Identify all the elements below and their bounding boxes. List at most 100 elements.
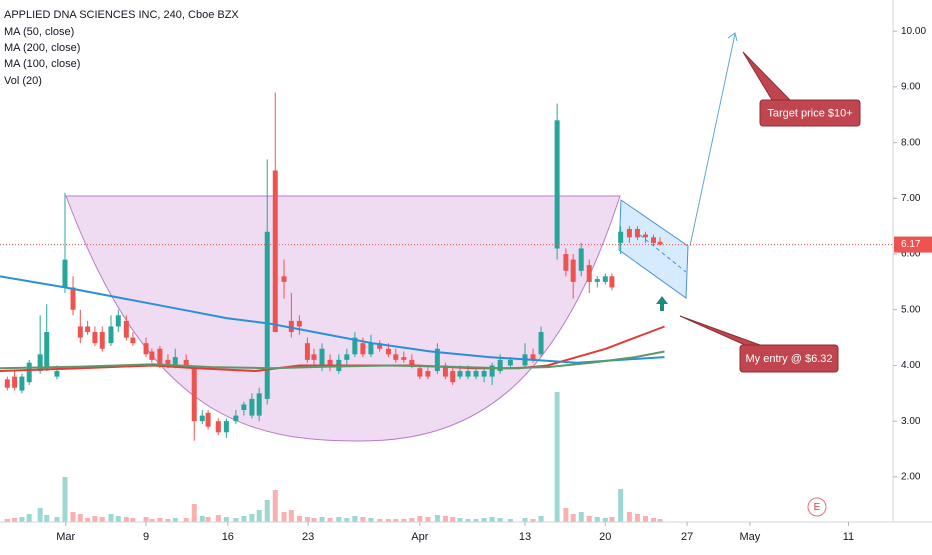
volume-bar xyxy=(344,518,350,522)
volume-bar xyxy=(409,518,415,522)
volume-bar xyxy=(172,518,178,522)
y-tick-label: 5.00 xyxy=(901,304,921,315)
volume-bar xyxy=(115,516,121,522)
volume-bar xyxy=(434,515,440,522)
volume-bar xyxy=(241,516,247,522)
volume-bar xyxy=(393,519,399,522)
candle-body xyxy=(385,348,391,355)
target-arrow-head xyxy=(727,32,738,42)
candle-body xyxy=(165,359,171,366)
candle-body xyxy=(296,320,302,327)
x-tick-label: May xyxy=(739,531,760,543)
volume-bar xyxy=(457,518,463,522)
volume-bar xyxy=(143,517,149,522)
volume-bar xyxy=(489,517,495,522)
volume-bar xyxy=(191,504,197,522)
volume-bar xyxy=(223,517,229,522)
chart-title: APPLIED DNA SCIENCES INC, 240, Cboe BZX xyxy=(4,9,239,21)
volume-bar xyxy=(507,519,513,522)
volume-bar xyxy=(481,518,487,522)
candle-body xyxy=(241,404,247,411)
candle-body xyxy=(108,326,114,344)
candle-body xyxy=(618,231,624,243)
volume-bar xyxy=(233,518,239,522)
candle-body xyxy=(70,287,76,310)
volume-bar xyxy=(586,516,592,522)
overlay xyxy=(0,92,893,441)
volume-bar xyxy=(123,517,129,522)
last-price-label: 6.17 xyxy=(901,239,921,250)
candle-body xyxy=(205,412,211,427)
volume-bar xyxy=(319,517,325,522)
candle-body xyxy=(352,337,358,355)
volume-bar xyxy=(538,516,544,522)
candle-body xyxy=(233,415,239,422)
indicator-label: MA (200, close) xyxy=(4,42,80,54)
volume-bar xyxy=(425,517,431,522)
candle-body xyxy=(123,320,129,338)
indicator-label: Vol (20) xyxy=(4,75,42,87)
candle-body xyxy=(473,371,479,377)
volume-bar xyxy=(417,516,423,522)
candle-body xyxy=(183,359,189,366)
volume-bar xyxy=(288,510,294,522)
volume-bar xyxy=(85,518,91,522)
volume-bar xyxy=(609,517,615,522)
volume-bar xyxy=(249,514,255,522)
candle-body xyxy=(223,421,229,433)
candle-body xyxy=(281,276,287,282)
candle-body xyxy=(344,354,350,360)
candle-body xyxy=(530,354,536,360)
event-marker-text: E xyxy=(814,502,821,513)
y-tick-label: 8.00 xyxy=(901,137,921,148)
y-tick-label: 2.00 xyxy=(901,472,921,483)
candle-body xyxy=(481,371,487,377)
volume-bar xyxy=(522,518,528,522)
candle-body xyxy=(191,368,197,422)
volume-bar xyxy=(442,516,448,522)
volume-bar xyxy=(450,517,456,522)
plot xyxy=(4,392,663,522)
volume-bar xyxy=(651,518,657,522)
candle-body xyxy=(37,354,43,372)
x-tick-label: 23 xyxy=(302,531,314,543)
volume-bar xyxy=(570,514,576,522)
last-price-tag xyxy=(894,236,932,253)
candle-body xyxy=(465,371,471,377)
volume-bar xyxy=(657,519,663,522)
volume-bar xyxy=(37,508,43,522)
volume-bar xyxy=(377,519,383,522)
y-tick-label: 7.00 xyxy=(901,193,921,204)
candle-body xyxy=(256,393,262,416)
volume-bar xyxy=(26,514,32,522)
volume-bar xyxy=(626,512,632,522)
volume-bar xyxy=(304,517,310,522)
volume-bar xyxy=(149,519,155,522)
volume-bar xyxy=(618,489,624,522)
candle-body xyxy=(409,359,415,366)
volume-bar xyxy=(578,512,584,522)
x-tick-label: 13 xyxy=(519,531,531,543)
volume-bar xyxy=(108,514,114,522)
target-arrow xyxy=(689,33,736,247)
candle-body xyxy=(157,348,163,366)
candle-body xyxy=(12,376,18,388)
candle-body xyxy=(578,248,584,271)
candle-body xyxy=(651,237,657,243)
candle-body xyxy=(130,337,136,344)
candle-body xyxy=(319,348,325,366)
channel-midline xyxy=(639,234,687,273)
candle-body xyxy=(594,279,600,282)
candle-body xyxy=(199,415,205,422)
volume-bar xyxy=(54,517,60,522)
target-callout-text: Target price $10+ xyxy=(767,107,852,119)
volume-bar xyxy=(336,517,342,522)
candle-body xyxy=(92,332,98,344)
candle-body xyxy=(215,421,221,433)
volume-bar xyxy=(62,477,68,522)
candle-body xyxy=(264,231,270,399)
volume-bar xyxy=(4,519,10,522)
volume-bar xyxy=(465,519,471,522)
event-marker xyxy=(807,497,827,517)
volume-bar xyxy=(602,518,608,522)
